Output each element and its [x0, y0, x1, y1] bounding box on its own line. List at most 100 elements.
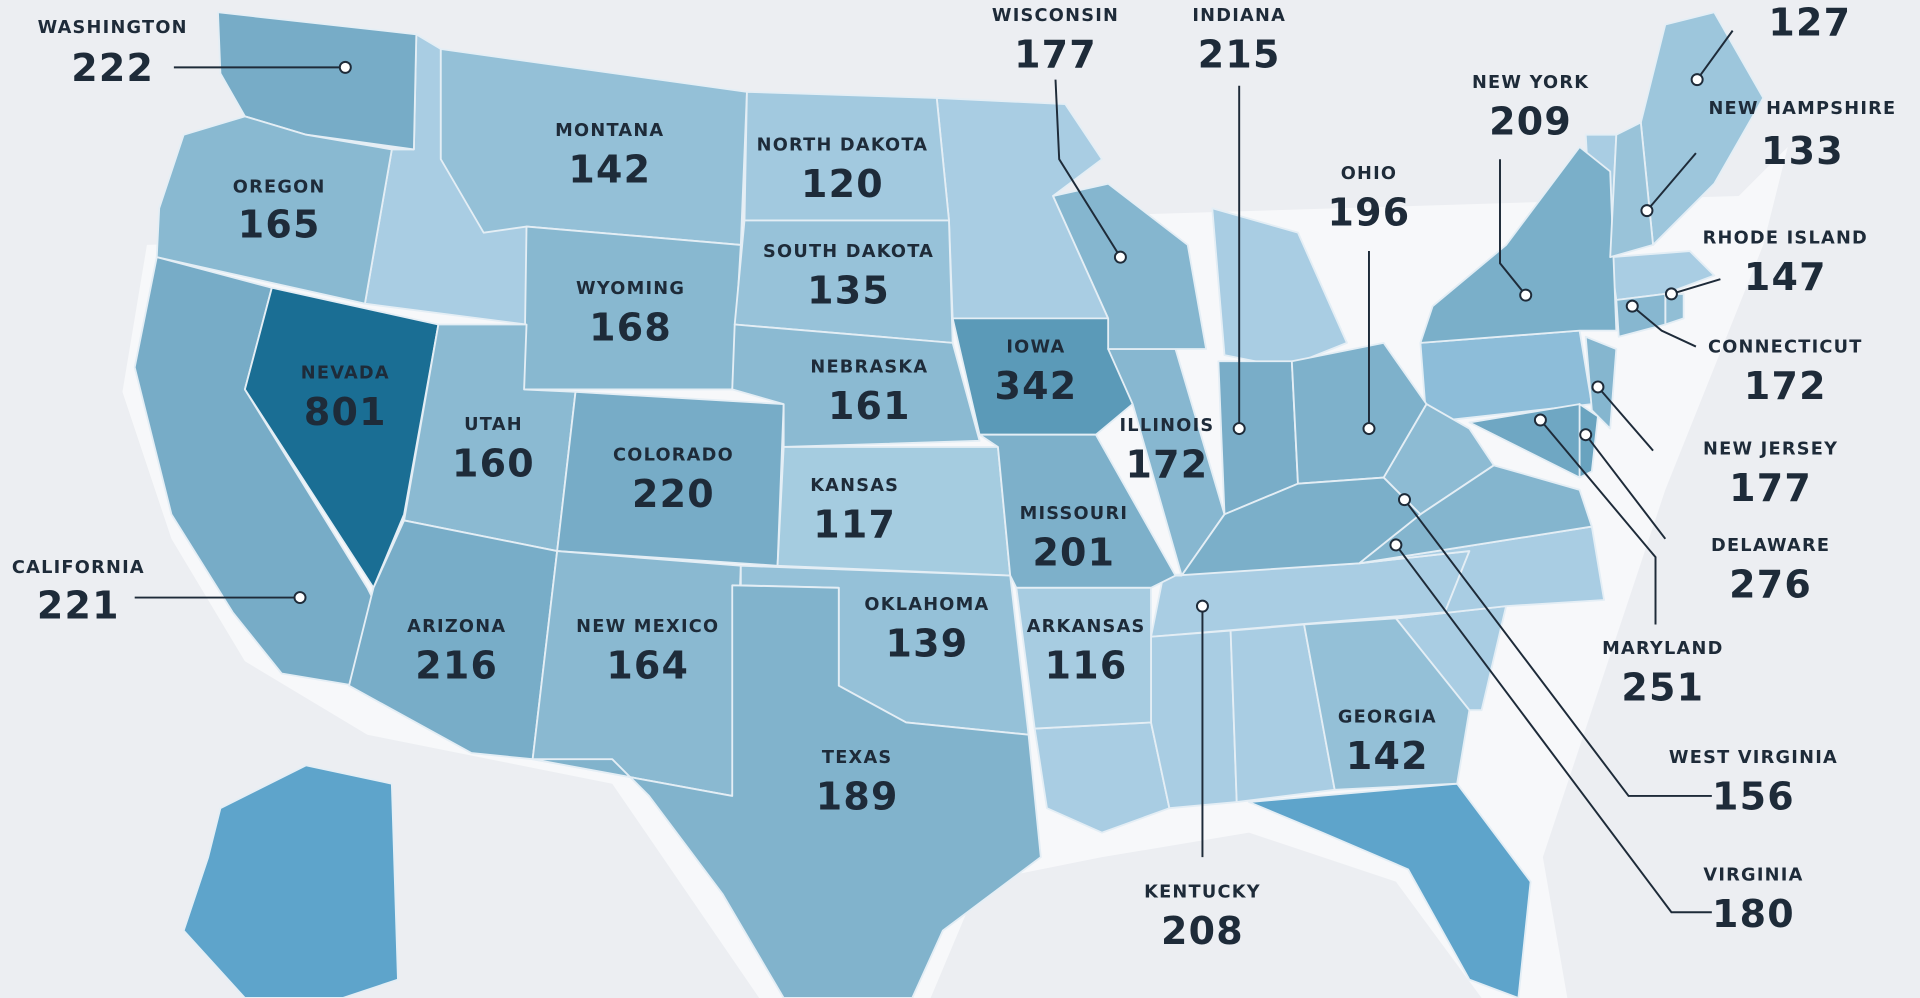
- leader-line: [1631, 305, 1697, 348]
- state-value: 172: [1744, 364, 1827, 408]
- state-name: NORTH DAKOTA: [757, 136, 929, 156]
- state-name: MISSOURI: [1020, 504, 1129, 524]
- state: [1609, 121, 1654, 259]
- state-value: 276: [1729, 563, 1812, 607]
- state: [951, 317, 1134, 436]
- state: [1303, 617, 1471, 791]
- state: [1468, 403, 1581, 479]
- state-name: OHIO: [1341, 164, 1398, 184]
- leader-line: [1499, 159, 1527, 296]
- mississippi: [1150, 629, 1238, 810]
- state-value: 216: [415, 643, 498, 687]
- state-value: 147: [1744, 255, 1827, 299]
- leader-dot: [1389, 538, 1403, 552]
- leader-line: [1403, 499, 1712, 797]
- state-value: 196: [1328, 190, 1411, 234]
- state-value: 208: [1161, 909, 1244, 953]
- state-value: 177: [1729, 466, 1812, 510]
- state-value: 209: [1489, 100, 1572, 144]
- state-value: 142: [1346, 734, 1429, 778]
- florida: [1248, 782, 1532, 998]
- state: [155, 115, 393, 305]
- leader-dot: [1625, 299, 1639, 313]
- state-name: MONTANA: [555, 121, 664, 141]
- north-carolina: [1358, 525, 1605, 620]
- leader-line: [1054, 79, 1122, 258]
- state-value: 135: [807, 269, 890, 313]
- state-name: CALIFORNIA: [12, 558, 145, 578]
- state-value: 165: [238, 203, 321, 247]
- state-name: ARKANSAS: [1027, 617, 1146, 637]
- leader-dot: [1195, 599, 1209, 613]
- state-name: COLORADO: [613, 445, 734, 465]
- state-name: NEW YORK: [1472, 73, 1589, 93]
- leader-line: [1597, 386, 1654, 452]
- state-value: 139: [886, 621, 969, 665]
- leader-line: [1646, 152, 1697, 212]
- state-value: 127: [1768, 1, 1851, 45]
- state-value: 142: [568, 147, 651, 191]
- state-name: NEW JERSEY: [1703, 439, 1838, 459]
- state-value: 133: [1761, 129, 1844, 173]
- state-name: GEORGIA: [1338, 707, 1437, 727]
- state-name: WYOMING: [576, 279, 685, 299]
- state-value: 801: [304, 390, 387, 434]
- state-name: SOUTH DAKOTA: [763, 242, 934, 262]
- leader-dot: [293, 591, 307, 605]
- state-value: 221: [37, 583, 120, 627]
- state-value: 156: [1712, 774, 1795, 818]
- leader-dot: [1533, 413, 1547, 427]
- leader-dot: [1362, 422, 1376, 436]
- labels: WASHINGTON 222 OREGON 165 CALIFORNIA 221 NEVAD…: [12, 1, 1896, 954]
- leader-dot: [1232, 422, 1246, 436]
- state-name: ILLINOIS: [1119, 416, 1214, 436]
- leader-line: [1671, 278, 1721, 295]
- state-value: 164: [606, 643, 689, 687]
- leader-dot: [1579, 428, 1593, 442]
- state-name: CONNECTICUT: [1708, 338, 1863, 358]
- state-name: NEW HAMPSHIRE: [1708, 99, 1896, 119]
- state-value: 180: [1712, 892, 1795, 936]
- state-value: 201: [1032, 531, 1115, 575]
- state-value: 222: [71, 46, 154, 90]
- states: [133, 11, 1765, 998]
- leader-dot: [1519, 288, 1533, 302]
- state: [243, 286, 440, 589]
- leader-dot: [1113, 250, 1127, 264]
- state-name: ARIZONA: [407, 617, 506, 637]
- state-value: 177: [1014, 32, 1097, 76]
- state-value: 215: [1198, 32, 1281, 76]
- state-value: 342: [994, 364, 1077, 408]
- state-name: VIRGINIA: [1703, 865, 1803, 885]
- leader-line: [1395, 544, 1712, 914]
- state-name: MARYLAND: [1602, 639, 1723, 659]
- leader-dot: [1664, 287, 1678, 301]
- leader-dot: [1398, 493, 1411, 507]
- state-value: 117: [813, 503, 896, 547]
- state-value: 161: [828, 384, 911, 428]
- state-name: OREGON: [233, 177, 326, 197]
- state-value: 220: [632, 472, 715, 516]
- state-value: 251: [1621, 665, 1704, 709]
- state: [1052, 182, 1208, 350]
- leader-dot: [338, 60, 352, 74]
- state-name: INDIANA: [1192, 6, 1286, 26]
- state-value: 120: [801, 162, 884, 206]
- state-value: 172: [1126, 443, 1209, 487]
- state-name: TEXAS: [822, 748, 893, 768]
- state-name: NEW MEXICO: [576, 617, 719, 637]
- state-name: NEBRASKA: [810, 357, 928, 377]
- state-name: WISCONSIN: [992, 6, 1119, 26]
- state-name: WASHINGTON: [38, 18, 188, 38]
- state-name: IOWA: [1006, 338, 1065, 358]
- leader-dot: [1640, 204, 1654, 218]
- state-name: OKLAHOMA: [864, 595, 989, 615]
- leader-line: [1696, 30, 1734, 81]
- state-name: RHODE ISLAND: [1703, 229, 1868, 249]
- leader-dot: [1690, 73, 1704, 87]
- state-name: NEVADA: [301, 363, 390, 383]
- state-value: 189: [816, 774, 899, 818]
- leader-line: [1584, 434, 1667, 540]
